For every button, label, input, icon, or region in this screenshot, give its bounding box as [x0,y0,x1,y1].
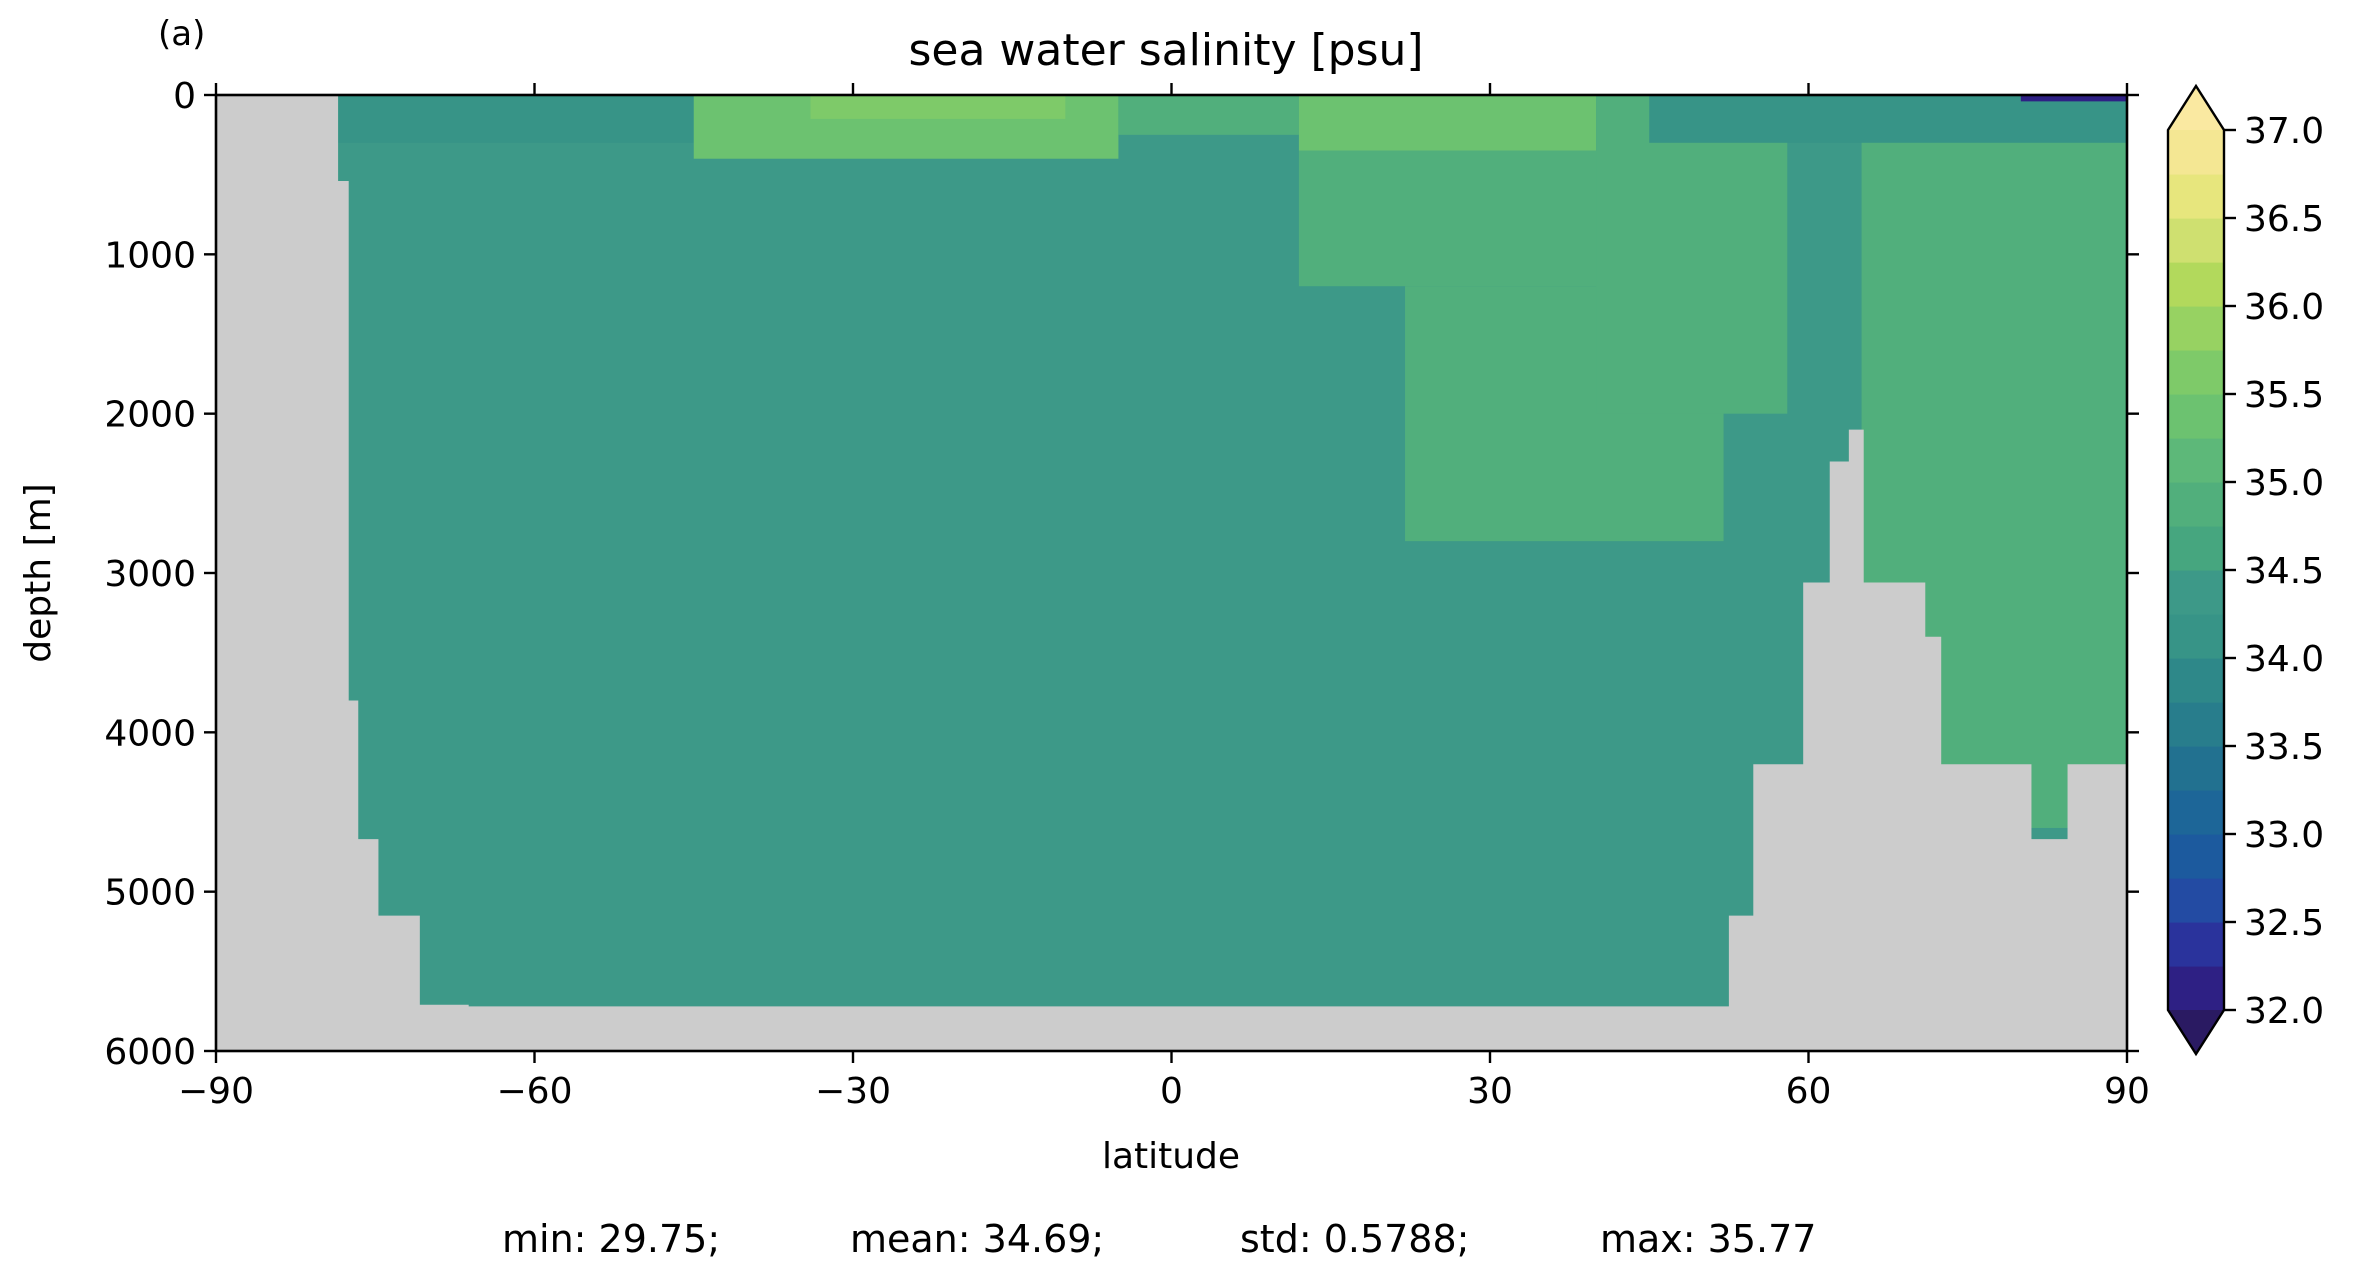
colorbar-segment [2168,350,2224,395]
y-tick-label: 1000 [104,235,196,276]
field-region-north-subtropical-surface [1298,95,1597,151]
colorbar-extend-bottom [2168,1010,2224,1054]
y-axis: 0 1000 2000 3000 4000 5000 6000 [104,76,2139,1073]
colorbar-segment [2168,174,2224,219]
salinity-field [216,95,2127,1051]
y-tick-label: 3000 [104,554,196,595]
colorbar-tick-label: 33.0 [2244,815,2324,856]
colorbar: 32.0 32.5 33.0 33.5 34.0 34.5 35.0 35.5 36.0 36.5… [2166,83,2324,1057]
field-region-nordic-surface [1649,95,2127,143]
y-tick-label: 0 [173,76,196,117]
panel-label: (a) [158,14,205,54]
chart-title: sea water salinity [psu] [908,25,1423,76]
x-tick-label: 60 [1786,1071,1832,1112]
colorbar-segment [2168,570,2224,615]
colorbar-tick-label: 34.0 [2244,639,2324,680]
colorbar-tick-label: 35.0 [2244,463,2324,504]
colorbar-tick-label: 36.0 [2244,287,2324,328]
x-tick-label: −30 [815,1071,891,1112]
colorbar-segment [2168,922,2224,967]
colorbar-segment [2168,658,2224,703]
plot-area [214,93,2129,1053]
land-mask [216,95,2127,1051]
x-axis-label: latitude [1102,1136,1240,1177]
colorbar-segment [2168,966,2224,1011]
colorbar-segment [2168,394,2224,439]
field-region-south-subtropical-core [810,95,1066,119]
x-tick-label: 0 [1160,1071,1183,1112]
field-region-arctic-shelf [2020,95,2127,102]
x-axis: −90 −60 −30 0 30 60 90 [178,83,2150,1112]
x-tick-label: 90 [2104,1071,2150,1112]
colorbar-tick-label: 32.0 [2244,991,2324,1032]
colorbar-segment [2168,702,2224,747]
y-tick-label: 6000 [104,1032,196,1073]
colorbar-segment [2168,790,2224,835]
colorbar-segment [2168,614,2224,659]
stats-line: min: 29.75; mean: 34.69; std: 0.5788; ma… [502,1217,1816,1261]
y-axis-label: depth [m] [18,483,59,662]
x-tick-label: −60 [497,1071,573,1112]
colorbar-segment [2168,306,2224,351]
colorbar-tick-label: 33.5 [2244,727,2324,768]
colorbar-tick-label: 34.5 [2244,551,2324,592]
y-tick-label: 2000 [104,395,196,436]
x-tick-label: −90 [178,1071,254,1112]
y-tick-label: 5000 [104,873,196,914]
colorbar-extend-top [2168,86,2224,130]
stat-max: max: 35.77 [1600,1217,1816,1261]
stat-mean: mean: 34.69; [850,1217,1104,1261]
colorbar-segment [2168,746,2224,791]
field-region-mediterranean-outflow [1298,150,1618,287]
colorbar-tick-label: 35.5 [2244,375,2324,416]
field-region-equatorial-surface [1118,95,1299,135]
colorbar-tick-label: 36.5 [2244,199,2324,240]
colorbar-tick-label: 32.5 [2244,903,2324,944]
x-tick-label: 30 [1467,1071,1513,1112]
y-tick-label: 4000 [104,713,196,754]
field-region-southern-surface [338,95,694,143]
stat-min: min: 29.75; [502,1217,720,1261]
colorbar-segment [2168,482,2224,527]
colorbar-segment [2168,834,2224,879]
colorbar-segment [2168,262,2224,307]
land-mask-shape [216,95,2127,1051]
stat-std: std: 0.5788; [1240,1217,1469,1261]
field-region-north-atlantic-intermediate [1596,95,1788,414]
colorbar-segment [2168,438,2224,483]
colorbar-segment [2168,218,2224,263]
colorbar-segment [2168,526,2224,571]
colorbar-segment [2168,878,2224,923]
colorbar-segment [2168,130,2224,175]
colorbar-tick-label: 37.0 [2244,111,2324,152]
